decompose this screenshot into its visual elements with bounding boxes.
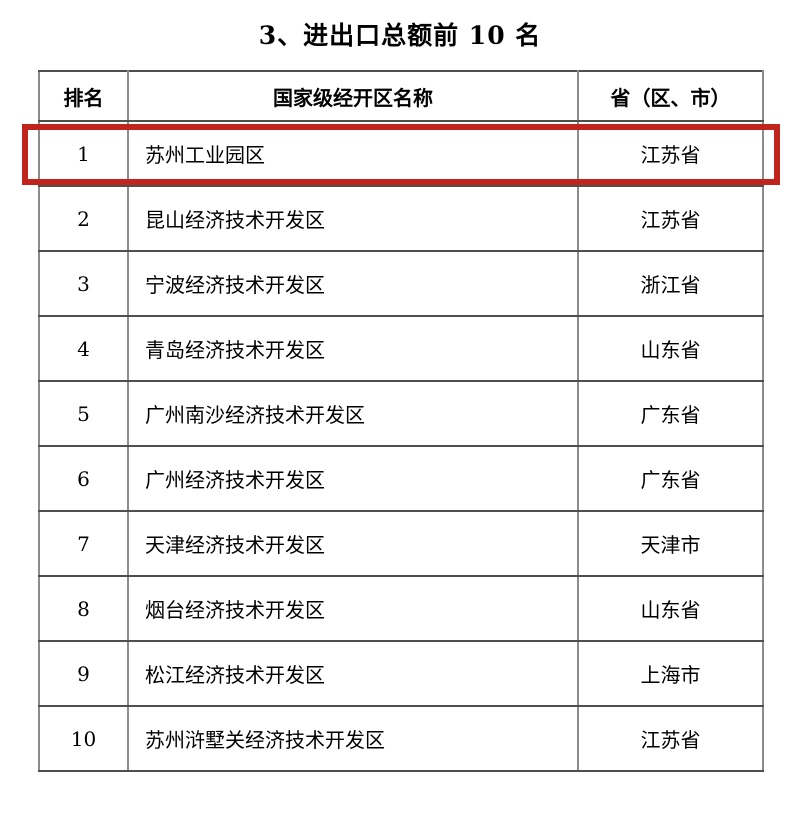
rank-table: 排名 国家级经开区名称 省（区、市） 1 苏州工业园区 江苏省 2 昆山经济技术开发区江… (38, 70, 764, 772)
row-8-name: 烟台经济技术开发区 (127, 575, 579, 642)
page-title: 3、进出口总额前 10 名 (258, 21, 542, 50)
row-6-rank: 6 (38, 445, 129, 512)
row-3-name: 宁波经济技术开发区 (127, 250, 579, 317)
row-1-rank: 1 (38, 120, 129, 187)
row-6-name: 广州经济技术开发区 (127, 445, 579, 512)
table-row: 5 广州南沙经济技术开发区 广东省 (38, 380, 764, 447)
header-rank: 排名 (38, 70, 129, 122)
row-5-name: 广州南沙经济技术开发区 (127, 380, 579, 447)
row-1-province: 江苏省 (577, 120, 764, 187)
row-1-name: 苏州工业园区 (127, 120, 579, 187)
header-zone-name: 国家级经开区名称 (127, 70, 579, 122)
row-9-name: 松江经济技术开发区 (127, 640, 579, 707)
table-row: 8 烟台经济技术开发区 山东省 (38, 575, 764, 642)
table-body: 1 苏州工业园区 江苏省 2 昆山经济技术开发区 江苏省 3 宁波经济技术开发区 浙江省 4 青岛经… (38, 120, 764, 772)
row-4-name: 青岛经济技术开发区 (127, 315, 579, 382)
row-5-province: 广东省 (577, 380, 764, 447)
row-10-province: 江苏省 (577, 705, 764, 772)
row-8-rank: 8 (38, 575, 129, 642)
table-row: 9 松江经济技术开发区 上海市 (38, 640, 764, 707)
table-row: 4 青岛经济技术开发区 山东省 (38, 315, 764, 382)
table-row: 10 苏州浒墅关经济技术开发区 江苏省 (38, 705, 764, 772)
row-3-province: 浙江省 (577, 250, 764, 317)
row-7-province: 天津市 (577, 510, 764, 577)
row-2-name: 昆山经济技术开发区 (127, 185, 579, 252)
row-9-rank: 9 (38, 640, 129, 707)
table-row: 1 苏州工业园区 江苏省 (38, 120, 764, 187)
row-4-province: 山东省 (577, 315, 764, 382)
row-10-name: 苏州浒墅关经济技术开发区 (127, 705, 579, 772)
row-4-rank: 4 (38, 315, 129, 382)
table-row: 2 昆山经济技术开发区 江苏省 (38, 185, 764, 252)
row-8-province: 山东省 (577, 575, 764, 642)
row-7-rank: 7 (38, 510, 129, 577)
header-province: 省（区、市） (577, 70, 764, 122)
table-row: 3 宁波经济技术开发区 浙江省 (38, 250, 764, 317)
row-5-rank: 5 (38, 380, 129, 447)
table-header-row: 排名 国家级经开区名称 省（区、市） (38, 70, 764, 122)
row-2-province: 江苏省 (577, 185, 764, 252)
table-row: 6 广州经济技术开发区 广东省 (38, 445, 764, 512)
row-6-province: 广东省 (577, 445, 764, 512)
row-9-province: 上海市 (577, 640, 764, 707)
table-row: 7 天津经济技术开发区 天津市 (38, 510, 764, 577)
row-2-rank: 2 (38, 185, 129, 252)
row-7-name: 天津经济技术开发区 (127, 510, 579, 577)
row-3-rank: 3 (38, 250, 129, 317)
row-10-rank: 10 (38, 705, 129, 772)
